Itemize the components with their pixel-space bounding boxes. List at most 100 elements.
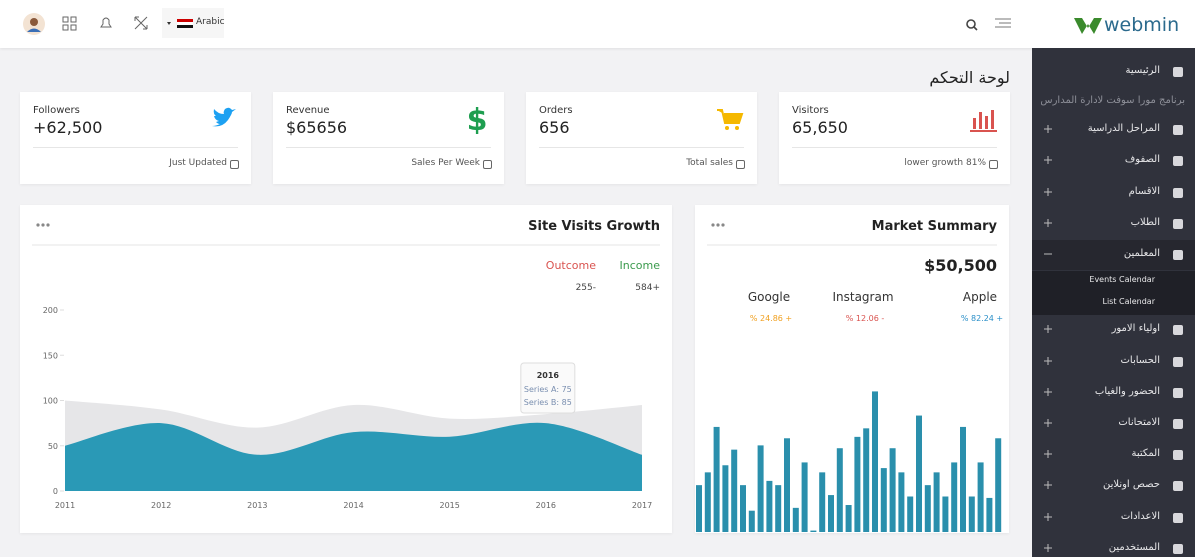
expand-sign [1044, 510, 1052, 524]
column-change: % 24.86 + [750, 314, 792, 323]
more-dot[interactable] [711, 223, 715, 227]
submenu-bg [1032, 293, 1195, 315]
stat-value: 65,650 [792, 118, 848, 137]
y-tick-label: 150 [43, 351, 58, 360]
more-dot[interactable] [716, 223, 720, 227]
tooltip-title: 2016 [537, 371, 560, 380]
chart-title: Market Summary [872, 219, 998, 234]
stat-label: Revenue [286, 105, 330, 116]
language-select[interactable]: Arabic [162, 8, 225, 38]
stat-value: +62,500 [33, 118, 103, 137]
expand-icon [1044, 357, 1052, 365]
y-tick-label: 200 [43, 306, 58, 315]
avatar[interactable] [22, 12, 46, 36]
submenu-bg [1032, 271, 1195, 293]
sidebar-icon [1173, 250, 1183, 260]
sidebar-item[interactable]: الصفوف [1124, 154, 1160, 165]
sidebar-item[interactable]: المعلمين [1123, 248, 1160, 259]
sidebar-item[interactable]: المكتبة [1131, 448, 1160, 459]
stat-label: Orders [539, 105, 573, 116]
site-visits-card: Site Visits Growth Outcome 255- Income 584+ 0… [20, 205, 672, 533]
legend-value: 255- [576, 283, 596, 293]
market-summary-card: Market Summary $50,500 Google % 24.86 + Inst… [695, 205, 1009, 533]
sidebar-item[interactable]: الاعدادات [1120, 511, 1160, 522]
sidebar-item[interactable]: Events Calendar [1089, 275, 1155, 284]
expand-icon [1044, 125, 1052, 133]
footer-icon [483, 160, 492, 169]
sidebar-item[interactable]: الرئيسية [1125, 65, 1160, 76]
sidebar-item[interactable]: List Calendar [1102, 297, 1156, 306]
expand-icon [1044, 219, 1052, 227]
more-dot[interactable] [36, 223, 40, 227]
sidebar-item[interactable]: الطلاب [1130, 217, 1160, 228]
area-series [65, 422, 642, 491]
sidebar-item[interactable]: الاقسام [1128, 186, 1160, 197]
bar [968, 496, 975, 532]
footer-icon [989, 160, 998, 169]
bar [704, 472, 711, 532]
x-tick-label: 2015 [439, 501, 459, 510]
sidebar-item[interactable]: حصص اونلاين [1102, 479, 1160, 490]
expand-icon [1044, 188, 1052, 196]
top-bar: Arabic webmin [0, 0, 1195, 48]
expand-icon [1044, 388, 1052, 396]
stat-value: 656 [539, 118, 570, 137]
expand-sign [1044, 416, 1052, 430]
divider [286, 147, 491, 148]
bar [942, 496, 949, 532]
stat-icon [212, 107, 236, 127]
more-dot[interactable] [46, 223, 50, 227]
sidebar-item[interactable]: المراحل الدراسية [1087, 123, 1160, 134]
sidebar-item[interactable]: المستخدمين [1108, 542, 1160, 553]
expand-icon [1044, 544, 1052, 552]
bar [713, 426, 720, 532]
bar [775, 485, 782, 532]
sidebar-item: برنامج مورا سوفت لادارة المدارس [1040, 95, 1185, 106]
bar [722, 465, 729, 532]
y-tick-label: 50 [48, 442, 58, 451]
bar [696, 485, 702, 532]
y-tick-label: 0 [53, 487, 58, 496]
stat-card: Revenue $65656 $ Sales Per Week [273, 92, 504, 184]
sidebar-icon [1173, 188, 1183, 198]
x-tick-label: 2013 [247, 501, 267, 510]
divider [792, 147, 997, 148]
footer-icon [736, 160, 745, 169]
sidebar-item[interactable]: اولياء الامور [1111, 323, 1160, 334]
fullscreen-icon[interactable] [133, 15, 149, 31]
stat-footer: Just Updated [169, 158, 227, 168]
bell-icon[interactable] [98, 15, 114, 31]
stat-icon: $ [467, 106, 488, 134]
sidebar-icon [1173, 325, 1183, 335]
sidebar-icon [1173, 481, 1183, 491]
menu-icon[interactable] [994, 17, 1012, 31]
bar [907, 496, 914, 532]
sidebar-icon [1173, 513, 1183, 523]
bar [748, 510, 755, 532]
sidebar-icon [1173, 388, 1183, 398]
sidebar-icon [1173, 357, 1183, 367]
bar [766, 480, 773, 532]
expand-sign [1044, 247, 1052, 261]
more-dot[interactable] [41, 223, 45, 227]
bar [960, 426, 966, 532]
total: $50,500 [924, 256, 997, 275]
bar [880, 468, 887, 532]
sidebar-item[interactable]: الحضور والغياب [1094, 386, 1160, 397]
bar [828, 495, 834, 532]
expand-sign [1044, 385, 1052, 399]
x-tick-label: 2011 [55, 501, 75, 510]
bar [854, 436, 861, 532]
bar [836, 448, 843, 532]
apps-icon[interactable] [62, 16, 78, 32]
stat-icon [970, 110, 997, 132]
search-icon[interactable] [965, 18, 979, 32]
bar [784, 438, 790, 532]
logo: webmin [1104, 14, 1180, 36]
more-dot[interactable] [721, 223, 725, 227]
sidebar-item[interactable]: الامتحانات [1118, 417, 1160, 428]
expand-icon [1044, 481, 1052, 489]
sidebar-item[interactable]: الحسابات [1120, 355, 1161, 366]
tooltip-value: 85 [562, 398, 572, 407]
